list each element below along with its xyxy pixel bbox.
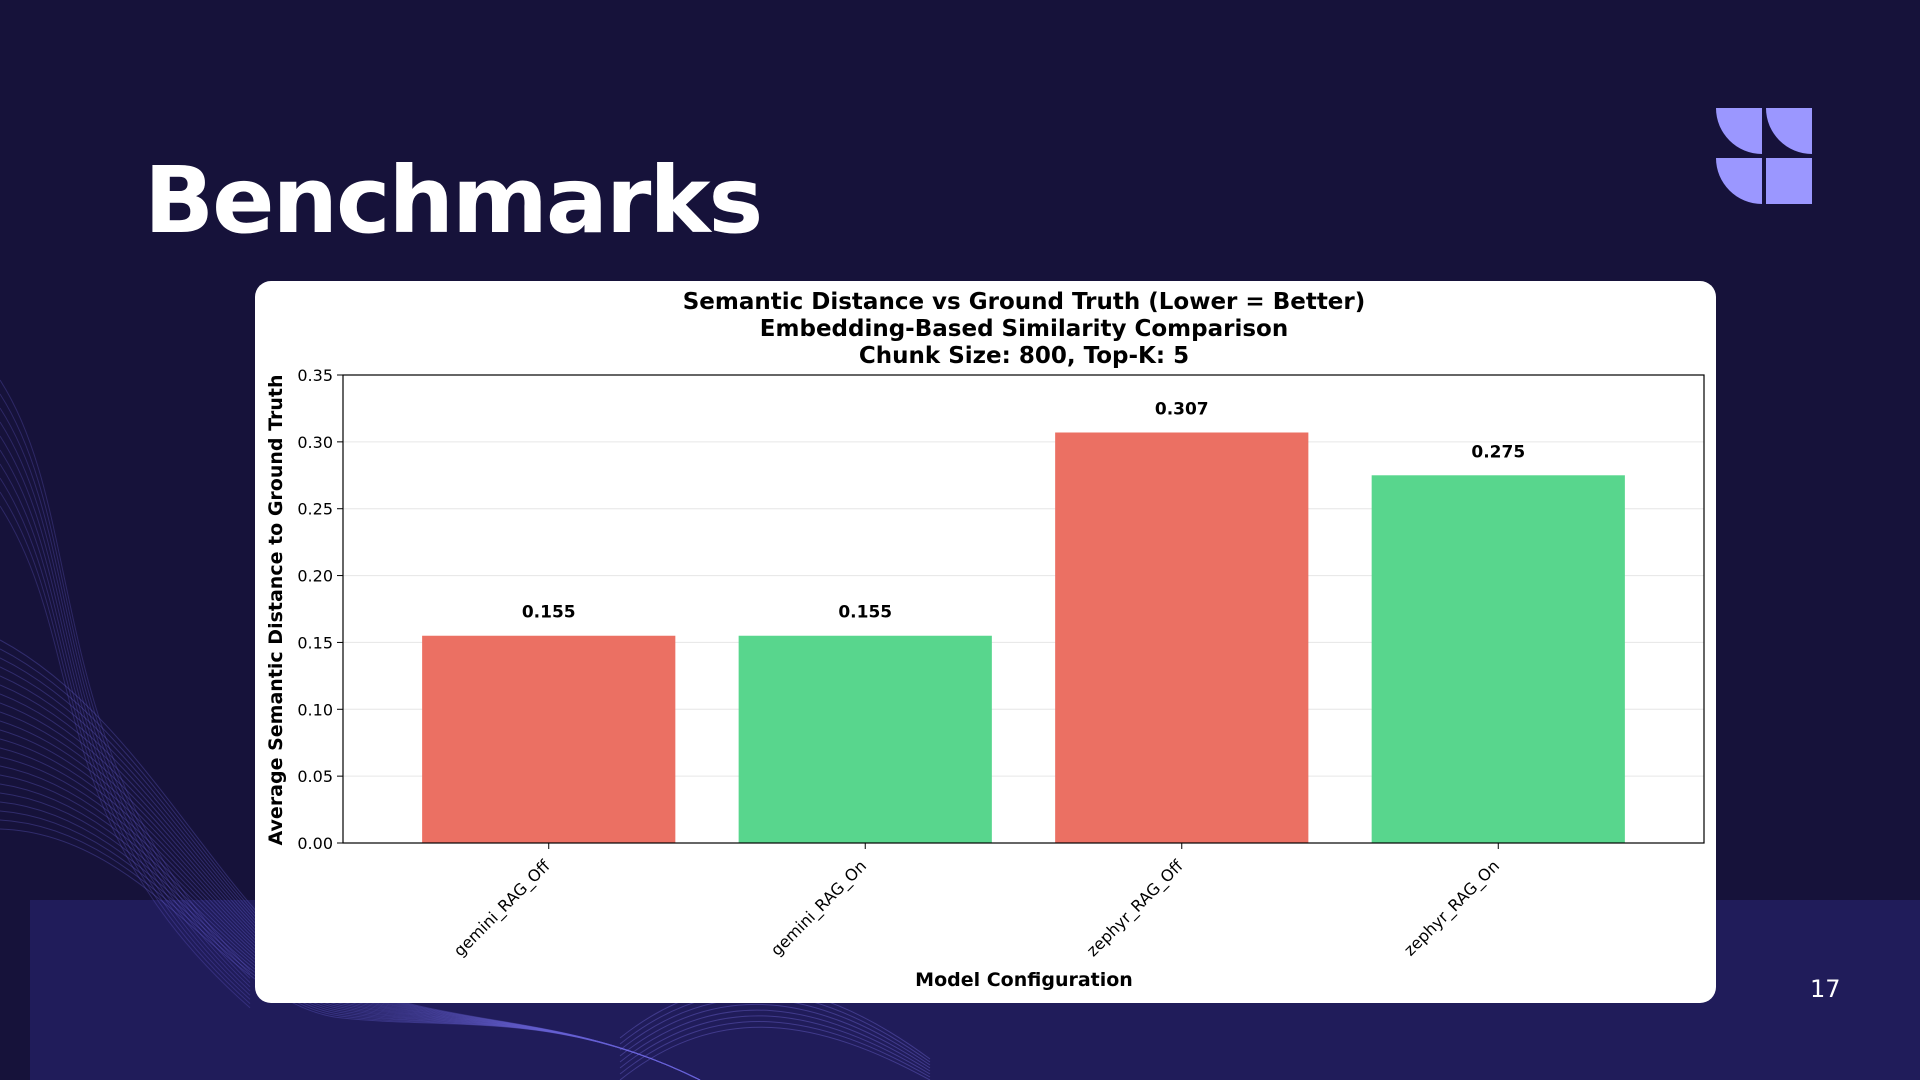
slide-title: Benchmarks xyxy=(144,147,763,254)
y-tick-label: 0.30 xyxy=(297,433,333,452)
y-axis-label: Average Semantic Distance to Ground Trut… xyxy=(265,375,287,846)
plot-frame xyxy=(342,374,1705,844)
x-tick-label: gemini_RAG_On xyxy=(767,856,871,960)
y-tick-label: 0.00 xyxy=(297,834,333,853)
bar-chart: Semantic Distance vs Ground Truth (Lower… xyxy=(265,289,1705,991)
chart-title: Semantic Distance vs Ground Truth (Lower… xyxy=(683,289,1366,315)
x-tick-label: gemini_RAG_Off xyxy=(450,856,555,961)
page-number: 17 xyxy=(1810,975,1841,1003)
quarter-circle-logo-icon xyxy=(1716,108,1812,204)
chart-subtitle-line-2: Chunk Size: 800, Top-K: 5 xyxy=(859,343,1189,369)
y-tick-label: 0.15 xyxy=(297,633,333,652)
bar-value-label: 0.155 xyxy=(522,603,576,623)
y-tick-label: 0.10 xyxy=(297,700,333,719)
bar-gemini_RAG_On xyxy=(738,635,992,843)
bar-value-label: 0.155 xyxy=(838,603,892,623)
y-tick-label: 0.05 xyxy=(297,767,333,786)
bar-zephyr_RAG_Off xyxy=(1055,432,1309,843)
y-tick-label: 0.25 xyxy=(297,500,333,519)
y-tick-label: 0.35 xyxy=(297,366,333,385)
bar-gemini_RAG_Off xyxy=(422,635,676,843)
chart-card: Semantic Distance vs Ground Truth (Lower… xyxy=(255,281,1716,1003)
y-tick-label: 0.20 xyxy=(297,567,333,586)
x-tick-label: zephyr_RAG_On xyxy=(1400,856,1504,960)
bar-value-label: 0.307 xyxy=(1155,399,1209,419)
x-axis-label: Model Configuration xyxy=(915,969,1133,991)
x-tick-label: zephyr_RAG_Off xyxy=(1083,856,1188,961)
bar-zephyr_RAG_On xyxy=(1371,475,1625,843)
chart-subtitle-line-1: Embedding-Based Similarity Comparison xyxy=(760,316,1288,342)
bar-value-label: 0.275 xyxy=(1471,442,1525,462)
